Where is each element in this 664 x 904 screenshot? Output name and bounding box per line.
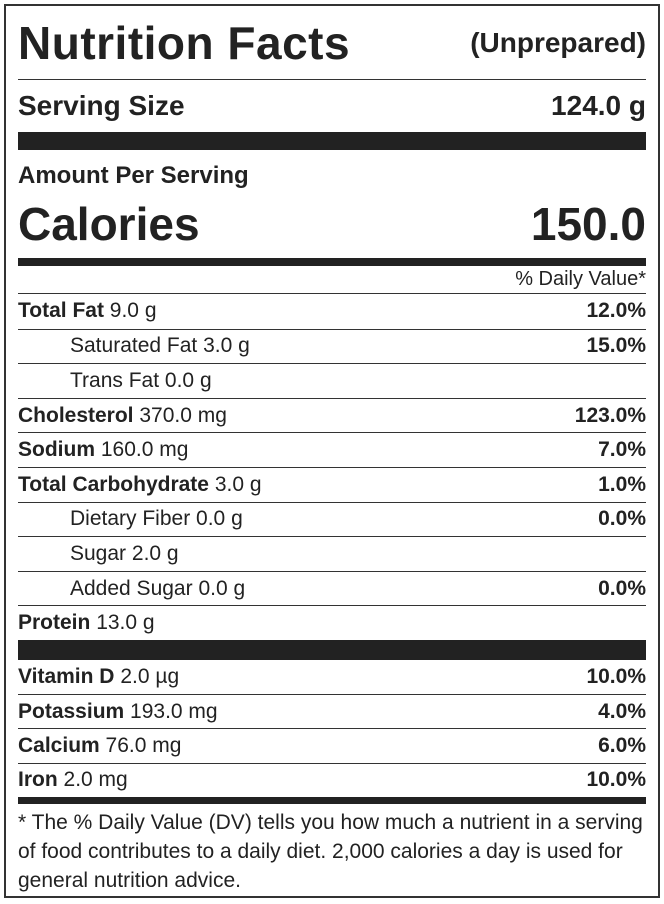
nutrient-amount: 160.0 mg bbox=[100, 438, 189, 462]
nutrient-row: Added Sugar 0.0 g 0.0% bbox=[18, 570, 646, 606]
nutrient-amount: 2.0 g bbox=[131, 541, 179, 565]
amount-row: Amount Per Serving bbox=[18, 150, 646, 190]
nutrient-name: Added Sugar bbox=[70, 576, 193, 600]
nutrient-cell: Calcium 76.0 mg bbox=[18, 734, 181, 758]
title-row: Nutrition Facts (Unprepared) bbox=[18, 6, 646, 80]
daily-value: 6.0% bbox=[598, 733, 646, 757]
calories-value: 150.0 bbox=[530, 198, 646, 250]
nutrient-name: Saturated Fat bbox=[70, 334, 198, 358]
daily-value: 0.0% bbox=[598, 507, 646, 531]
nutrient-name: Calcium bbox=[18, 733, 100, 757]
daily-value: 4.0% bbox=[598, 699, 646, 723]
nutrition-label: Nutrition Facts (Unprepared) Serving Siz… bbox=[4, 4, 660, 898]
nutrient-name: Trans Fat bbox=[70, 368, 160, 392]
nutrient-row: Dietary Fiber 0.0 g 0.0% bbox=[18, 501, 646, 537]
divider bbox=[18, 639, 646, 660]
nutrient-amount: 9.0 g bbox=[109, 299, 157, 323]
nutrient-name: Vitamin D bbox=[18, 665, 115, 689]
daily-value: 10.0% bbox=[586, 768, 646, 792]
nutrient-amount: 13.0 g bbox=[96, 611, 155, 635]
daily-value: 10.0% bbox=[586, 665, 646, 689]
nutrient-amount: 2.0 µg bbox=[120, 665, 180, 689]
nutrient-row: Protein 13.0 g bbox=[18, 605, 646, 640]
nutrient-row: Trans Fat 0.0 g bbox=[18, 363, 646, 398]
nutrient-amount: 76.0 mg bbox=[105, 733, 182, 757]
nutrient-name: Total Carbohydrate bbox=[18, 472, 209, 496]
nutrient-name: Cholesterol bbox=[18, 403, 134, 427]
calories-row: Calories 150.0 bbox=[18, 190, 646, 258]
divider bbox=[18, 132, 646, 150]
nutrient-row: Total Carbohydrate 3.0 g 1.0% bbox=[18, 466, 646, 502]
nutrient-cell: Vitamin D 2.0 µg bbox=[18, 665, 179, 689]
nutrient-row: Calcium 76.0 mg 6.0% bbox=[18, 728, 646, 762]
title: Nutrition Facts bbox=[18, 16, 351, 69]
daily-value: 15.0% bbox=[586, 334, 646, 358]
nutrient-amount: 2.0 mg bbox=[63, 768, 128, 792]
divider bbox=[18, 796, 646, 804]
amount-label: Amount Per Serving bbox=[18, 162, 249, 189]
serving-label: Serving Size bbox=[18, 90, 185, 121]
nutrient-name: Total Fat bbox=[18, 299, 104, 323]
title-note: (Unprepared) bbox=[470, 26, 646, 58]
daily-value: 0.0% bbox=[598, 576, 646, 600]
nutrient-cell: Cholesterol 370.0 mg bbox=[18, 404, 227, 428]
nutrient-cell: Protein 13.0 g bbox=[18, 611, 155, 635]
serving-value: 124.0 g bbox=[551, 90, 646, 121]
nutrient-cell: Saturated Fat 3.0 g bbox=[18, 334, 250, 358]
nutrient-name: Protein bbox=[18, 611, 91, 635]
nutrient-cell: Potassium 193.0 mg bbox=[18, 700, 218, 724]
nutrient-cell: Trans Fat 0.0 g bbox=[18, 369, 212, 393]
nutrient-row: Sugar 2.0 g bbox=[18, 536, 646, 571]
nutrient-amount: 0.0 g bbox=[196, 507, 243, 531]
nutrient-cell: Sugar 2.0 g bbox=[18, 542, 179, 566]
nutrient-cell: Total Carbohydrate 3.0 g bbox=[18, 473, 262, 497]
divider bbox=[18, 258, 646, 266]
vitamin-list: Vitamin D 2.0 µg 10.0% Potassium 193.0 mg 4… bbox=[18, 660, 646, 797]
daily-value: 12.0% bbox=[586, 299, 646, 323]
serving-row: Serving Size 124.0 g bbox=[18, 80, 646, 132]
nutrient-name: Sodium bbox=[18, 438, 95, 462]
nutrient-list: Total Fat 9.0 g 12.0% Saturated Fat 3.0 g 1… bbox=[18, 294, 646, 640]
nutrient-row: Saturated Fat 3.0 g 15.0% bbox=[18, 328, 646, 364]
nutrient-row: Vitamin D 2.0 µg 10.0% bbox=[18, 660, 646, 694]
nutrient-amount: 370.0 mg bbox=[139, 403, 227, 427]
nutrient-row: Cholesterol 370.0 mg 123.0% bbox=[18, 397, 646, 433]
nutrient-amount: 193.0 mg bbox=[130, 699, 218, 723]
nutrient-cell: Added Sugar 0.0 g bbox=[18, 577, 245, 601]
nutrient-row: Total Fat 9.0 g 12.0% bbox=[18, 294, 646, 329]
nutrient-cell: Total Fat 9.0 g bbox=[18, 299, 157, 323]
nutrient-row: Sodium 160.0 mg 7.0% bbox=[18, 432, 646, 467]
footnote: * The % Daily Value (DV) tells you how m… bbox=[18, 810, 643, 892]
nutrient-name: Dietary Fiber bbox=[70, 507, 191, 531]
nutrient-amount: 3.0 g bbox=[203, 334, 250, 358]
nutrient-row: Potassium 193.0 mg 4.0% bbox=[18, 694, 646, 728]
daily-value: 7.0% bbox=[598, 438, 646, 462]
dv-header-text: % Daily Value* bbox=[515, 268, 646, 290]
calories-label: Calories bbox=[18, 198, 200, 250]
daily-value: 123.0% bbox=[574, 403, 646, 427]
nutrient-cell: Dietary Fiber 0.0 g bbox=[18, 507, 243, 531]
nutrient-name: Potassium bbox=[18, 699, 125, 723]
nutrient-name: Sugar bbox=[70, 541, 127, 565]
nutrient-cell: Sodium 160.0 mg bbox=[18, 438, 188, 462]
nutrient-name: Iron bbox=[18, 768, 58, 792]
dv-header: % Daily Value* bbox=[18, 266, 646, 294]
daily-value: 1.0% bbox=[598, 472, 646, 496]
nutrient-cell: Iron 2.0 mg bbox=[18, 768, 128, 792]
nutrient-amount: 3.0 g bbox=[214, 472, 262, 496]
nutrient-amount: 0.0 g bbox=[198, 576, 246, 600]
nutrient-amount: 0.0 g bbox=[164, 368, 212, 392]
nutrient-row: Iron 2.0 mg 10.0% bbox=[18, 762, 646, 797]
